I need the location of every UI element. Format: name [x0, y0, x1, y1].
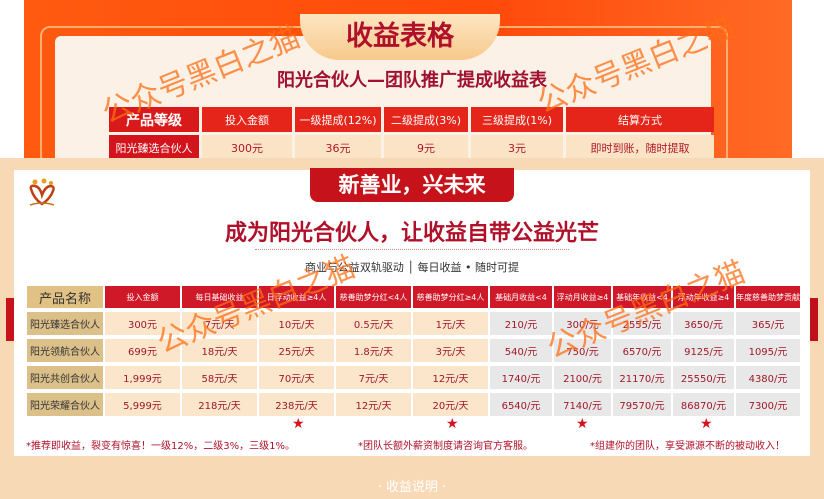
cell: 3650/元 [673, 312, 734, 335]
cell: 12元/天 [413, 366, 488, 389]
cell: 58元/天 [182, 366, 257, 389]
cell: 750/元 [554, 339, 611, 362]
cell: 3元/天 [413, 339, 488, 362]
star-icon: ★ [292, 416, 305, 432]
top-title: 收益表格 [300, 14, 500, 60]
table-header: 产品名称 投入金额 每日基础收益 日浮动收益≥4人 慈善助梦分红<4人 慈善助梦分红≥4人… [27, 286, 800, 308]
star-icon: ★ [700, 416, 713, 432]
table-header: 产品等级 投入金额 一级提成(12%) 二级提成(3%) 三级提成(1%) 结算… [109, 107, 714, 132]
table-row: 阳光臻选合伙人 300元 7元/天 10元/天 0.5元/天 1元/天 210/元 300/元… [27, 312, 800, 335]
cell: 218元/天 [182, 393, 257, 416]
cell: 6540/元 [490, 393, 552, 416]
header-cell: 年度慈善助梦贡献 [736, 286, 800, 308]
header-cell: 日浮动收益≥4人 [259, 286, 334, 308]
cell: 79570/元 [613, 393, 671, 416]
note: *组建你的团队，享受源源不断的被动收入！ [590, 441, 785, 452]
cell: 21170/元 [613, 366, 671, 389]
cell: 2100/元 [554, 366, 611, 389]
header-cell: 浮动年收益≥4 [673, 286, 734, 308]
cell: 20元/天 [413, 393, 488, 416]
table-row: 阳光共创合伙人 1,999元 58元/天 70元/天 7元/天 12元/天 1740/元 21… [27, 366, 800, 389]
cell: 365/元 [736, 312, 800, 335]
headline: 成为阳光合伙人，让收益自带公益光芒 [224, 221, 599, 246]
header-cell: 产品名称 [27, 286, 103, 308]
header-cell: 一级提成(12%) [295, 107, 381, 132]
cell: 238元/天 [259, 393, 334, 416]
income-table: 产品名称 投入金额 每日基础收益 日浮动收益≥4人 慈善助梦分红<4人 慈善助梦分红≥4人… [25, 282, 802, 420]
header-cell: 二级提成(3%) [384, 107, 468, 132]
cell: 36元 [295, 135, 381, 161]
cell: 7140/元 [554, 393, 611, 416]
cell: 阳光共创合伙人 [27, 366, 103, 389]
slogan-banner: 新善业，兴未来 [310, 168, 514, 202]
header-cell: 三级提成(1%) [471, 107, 563, 132]
commission-table: 产品等级 投入金额 一级提成(12%) 二级提成(3%) 三级提成(1%) 结算… [106, 104, 717, 164]
cell: 阳光臻选合伙人 [27, 312, 103, 335]
cell: 阳光领航合伙人 [27, 339, 103, 362]
header-cell: 慈善助梦分红≥4人 [413, 286, 488, 308]
cell: 70元/天 [259, 366, 334, 389]
note: *团队长额外薪资制度请咨询官方客服。 [358, 441, 533, 452]
cell: 1740/元 [490, 366, 552, 389]
cell: 25元/天 [259, 339, 334, 362]
header-cell: 投入金额 [202, 107, 292, 132]
cell: 10元/天 [259, 312, 334, 335]
cell: 300元 [105, 312, 180, 335]
cell: 7元/天 [182, 312, 257, 335]
table-row: 阳光臻选合伙人 300元 36元 9元 3元 即时到账，随时提取 [109, 135, 714, 161]
cell: 即时到账，随时提取 [566, 135, 714, 161]
top-subtitle: 阳光合伙人—团队推广提成收益表 [277, 70, 547, 91]
cell: 18元/天 [182, 339, 257, 362]
cell: 阳光荣耀合伙人 [27, 393, 103, 416]
header-cell: 结算方式 [566, 107, 714, 132]
header-cell: 慈善助梦分红<4人 [336, 286, 411, 308]
table-row: 阳光领航合伙人 699元 18元/天 25元/天 1.8元/天 3元/天 540/元 750/… [27, 339, 800, 362]
table-row: 阳光荣耀合伙人 5,999元 218元/天 238元/天 12元/天 20元/天 6540/… [27, 393, 800, 416]
cell: 540/元 [490, 339, 552, 362]
star-icon: ★ [576, 416, 589, 432]
cell: 0.5元/天 [336, 312, 411, 335]
tagline: 商业与公益双轨驱动 │ 每日收益 • 随时可提 [304, 261, 520, 274]
cell: 9125/元 [673, 339, 734, 362]
cell: 300元 [202, 135, 292, 161]
cell: 1095/元 [736, 339, 800, 362]
cell: 699元 [105, 339, 180, 362]
note: *推荐即收益，裂变有惊喜！一级12%，二级3%，三级1%。 [26, 441, 295, 452]
cell: 300/元 [554, 312, 611, 335]
cell: 6570/元 [613, 339, 671, 362]
cell: 1.8元/天 [336, 339, 411, 362]
heart-logo-icon [29, 178, 55, 206]
cell: 阳光臻选合伙人 [109, 135, 199, 161]
header-cell: 产品等级 [109, 107, 199, 132]
footer-title: · 收益说明 · [377, 480, 447, 495]
header-cell: 每日基础收益 [182, 286, 257, 308]
cell: 7300/元 [736, 393, 800, 416]
star-icon: ★ [446, 416, 459, 432]
divider [255, 249, 569, 250]
cell: 1,999元 [105, 366, 180, 389]
header-cell: 投入金额 [105, 286, 180, 308]
header-cell: 浮动月收益≥4 [554, 286, 611, 308]
cell: 86870/元 [673, 393, 734, 416]
cell: 12元/天 [336, 393, 411, 416]
cell: 25550/元 [673, 366, 734, 389]
cell: 7元/天 [336, 366, 411, 389]
cell: 2555/元 [613, 312, 671, 335]
cell: 1元/天 [413, 312, 488, 335]
header-cell: 基础月收益<4 [490, 286, 552, 308]
cell: 4380/元 [736, 366, 800, 389]
cell: 210/元 [490, 312, 552, 335]
cell: 3元 [471, 135, 563, 161]
cell: 5,999元 [105, 393, 180, 416]
cell: 9元 [384, 135, 468, 161]
header-cell: 基础年收益<4 [613, 286, 671, 308]
